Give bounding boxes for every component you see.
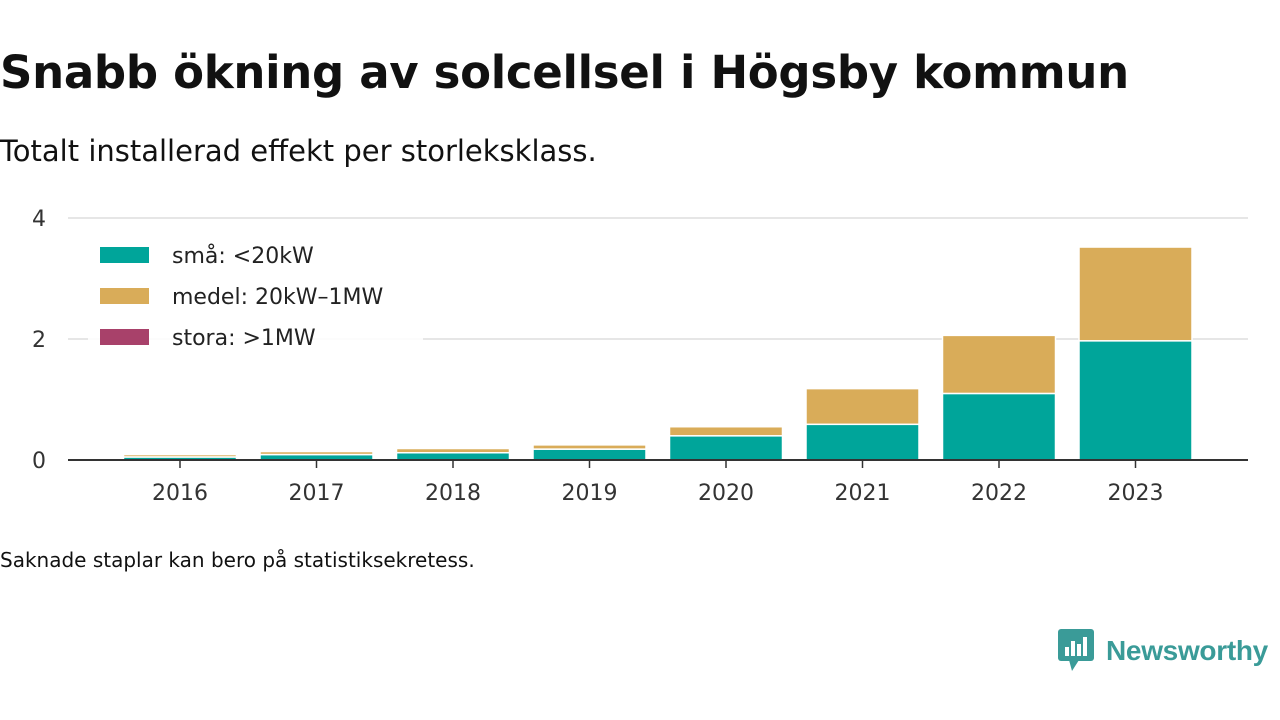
legend-swatch [100, 288, 149, 304]
bar-segment [668, 425, 784, 437]
x-tick-label: 2016 [152, 481, 208, 506]
bar-segment [122, 453, 238, 458]
brand-name: Newsworthy [1106, 635, 1268, 666]
bar-segment [805, 387, 920, 426]
x-tick-label: 2020 [698, 481, 754, 506]
x-tick-label: 2023 [1108, 481, 1164, 506]
chart-speech-bubble-icon [1058, 629, 1094, 671]
bar-segment [1078, 340, 1193, 461]
chart-title: Snabb ökning av solcellsel i Högsby komm… [0, 46, 1129, 99]
stacked-bar-chart: 0 2 4 2016 2017 2018 2019 2020 2021 2022 2023 små: … [32, 207, 1248, 506]
y-tick-label: 4 [32, 207, 46, 232]
bar-segment [395, 451, 511, 461]
x-tick-label: 2018 [425, 481, 481, 506]
bar-segment [259, 450, 374, 456]
footnote: Saknade staplar kan bero på statistiksek… [0, 548, 475, 572]
x-tick-label: 2021 [835, 481, 891, 506]
chart-subtitle: Totalt installerad effekt per storlekskl… [0, 134, 597, 168]
bar-segment [941, 334, 1057, 395]
bar-segment [532, 448, 647, 461]
legend-swatch [100, 329, 149, 345]
bar-segment [1078, 246, 1193, 342]
y-tick-label: 0 [32, 449, 46, 474]
legend-label: små: <20kW [172, 243, 314, 269]
bar-segment [941, 392, 1057, 461]
x-tick-label: 2022 [971, 481, 1027, 506]
x-tick-label: 2019 [562, 481, 618, 506]
bar-segment [668, 435, 784, 461]
bar-segment [532, 444, 647, 450]
bar-segment [395, 447, 511, 454]
legend-label: stora: >1MW [172, 326, 316, 351]
bar-segment [805, 423, 920, 461]
x-tick-label: 2017 [289, 481, 345, 506]
legend-label: medel: 20kW–1MW [172, 285, 383, 310]
legend-swatch [100, 247, 149, 263]
newsworthy-logo: Newsworthy [1058, 628, 1268, 674]
y-tick-label: 2 [32, 328, 46, 353]
